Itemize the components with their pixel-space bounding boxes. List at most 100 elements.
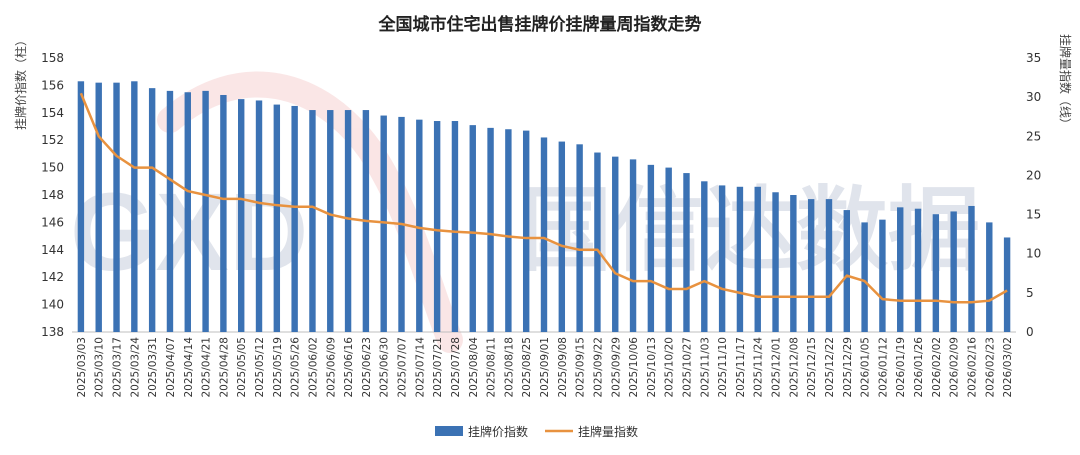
y2-tick-label: 10 [1026,247,1041,261]
y2-tick-label: 35 [1026,51,1041,65]
bar [825,199,833,332]
x-tick-label: 2025/10/20 [664,337,676,398]
bar [968,205,975,332]
y-tick-label: 156 [41,78,64,92]
bar [986,222,993,332]
x-tick-label: 2025/09/01 [539,337,551,398]
bar [273,104,281,332]
x-tick-label: 2025/10/27 [681,337,693,398]
chart-title: 全国城市住宅出售挂牌价挂牌量周指数走势 [378,14,702,35]
x-tick-label: 2026/02/09 [949,337,961,398]
x-tick-label: 2025/05/05 [236,337,248,398]
bar [612,156,619,332]
x-tick-label: 2025/11/17 [735,337,747,398]
x-tick-label: 2026/03/02 [1002,337,1014,398]
bar [522,130,530,332]
bar [790,195,797,332]
x-tick-label: 2025/08/25 [521,337,533,398]
bar [416,119,423,333]
bar [558,141,566,332]
bar [576,144,583,332]
bar [914,208,922,332]
bar [594,152,601,332]
y2-axis-title: 挂牌量指数（线） [1058,34,1073,130]
bar [879,219,886,332]
bar [113,82,120,332]
x-tick-label: 2025/08/18 [503,337,515,398]
y2-tick-label: 25 [1026,129,1041,143]
bar [505,129,512,332]
x-tick-label: 2025/07/21 [432,337,444,398]
x-tick-label: 2025/05/19 [272,337,284,398]
y-tick-label: 140 [41,298,64,312]
x-tick-label: 2025/11/03 [699,337,711,398]
y2-tick-label: 20 [1026,168,1041,182]
bar [897,207,904,332]
bar [807,199,815,332]
bar [629,159,637,332]
legend-bar-swatch [435,426,463,436]
bar [433,121,441,333]
bar [932,214,940,332]
legend-item-bar[interactable]: 挂牌价指数 [435,424,528,439]
bar [487,127,494,333]
bar [202,90,209,332]
bar [380,115,387,332]
x-tick-label: 2025/11/10 [717,337,729,398]
bar [843,210,850,332]
watermark-swoosh-icon [157,71,463,353]
bar [148,88,156,332]
bar [540,137,548,332]
y-tick-label: 138 [41,325,64,339]
x-tick-label: 2025/05/12 [254,337,266,398]
bar [451,121,459,333]
bar [255,100,263,332]
x-tick-label: 2025/07/28 [450,337,462,398]
bar [754,186,761,332]
y-axis: 138 140 142 144 146 148 150 152 154 156 158 [41,51,64,339]
x-tick-label: 2025/06/09 [325,337,337,398]
x-tick-label: 2025/06/23 [361,337,373,398]
bar [184,92,191,332]
bar [220,94,227,333]
bar [1003,237,1011,332]
x-tick-label: 2025/12/08 [788,337,800,398]
y-tick-label: 158 [41,51,64,65]
bar [309,110,316,332]
bar [344,110,352,332]
legend: 挂牌价指数 挂牌量指数 [435,424,638,439]
x-tick-label: 2026/01/05 [860,337,872,398]
bar [238,99,245,332]
bar [718,185,726,332]
x-tick-label: 2025/03/10 [94,337,106,398]
series-line [79,92,1008,304]
bar-series [77,81,1011,333]
x-tick-label: 2026/01/19 [895,337,907,398]
bar [701,181,708,332]
bar [469,125,476,332]
y-tick-label: 146 [41,215,64,229]
x-tick-label: 2026/01/26 [913,337,925,398]
bar [166,90,174,332]
y2-tick-label: 5 [1026,286,1034,300]
y2-tick-label: 30 [1026,90,1041,104]
bar [77,81,85,332]
x-tick-label: 2026/02/16 [966,337,978,398]
bar [95,82,102,332]
bar [291,105,298,332]
y-tick-label: 142 [41,270,64,284]
x-tick-label: 2025/06/02 [307,337,319,398]
x-tick-label: 2025/09/29 [610,337,622,398]
watermark-text: 国信达数据 [520,177,980,284]
x-tick-label: 2025/04/14 [183,337,195,398]
x-tick-label: 2025/08/04 [468,337,480,398]
bar [861,222,868,332]
x-tick-label: 2025/12/29 [842,337,854,398]
x-tick-label: 2025/07/07 [397,337,409,398]
y-tick-label: 152 [41,133,64,147]
x-tick-label: 2025/10/13 [646,337,658,398]
x-tick-label: 2026/02/23 [984,337,996,398]
x-tick-label: 2025/06/30 [379,337,391,398]
legend-item-line[interactable]: 挂牌量指数 [545,424,638,439]
